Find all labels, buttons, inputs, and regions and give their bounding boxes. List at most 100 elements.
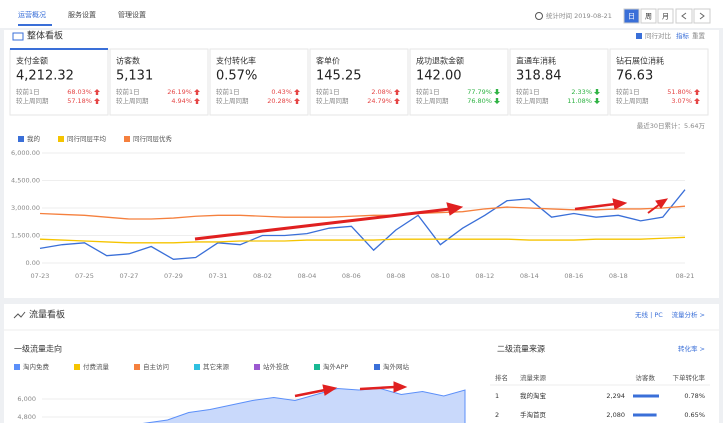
legend-label: 同行同层优秀: [133, 134, 173, 143]
trend-arrow: [294, 98, 300, 104]
compare-change: 24.79%: [367, 97, 392, 105]
y-tick-label: 3,000.00: [11, 204, 40, 212]
metric-card[interactable]: [209, 48, 309, 116]
traffic-title: 流量看板: [29, 309, 65, 321]
compare-label: 较上周同期: [116, 96, 149, 105]
period-button[interactable]: [623, 8, 640, 24]
pager-icon: [699, 12, 705, 20]
sources-link[interactable]: 转化率 >: [678, 344, 705, 353]
nav-tab[interactable]: 管理设置: [118, 10, 146, 19]
arrow: [294, 388, 326, 398]
rank: 2: [495, 411, 499, 419]
device-switch[interactable]: 无线 | PC: [635, 310, 663, 319]
arrow: [647, 203, 661, 214]
x-tick-label: 07-31: [208, 272, 227, 280]
table-header: 下单转化率: [673, 373, 706, 382]
checkbox[interactable]: [636, 33, 642, 39]
period-button[interactable]: [640, 8, 657, 24]
visitor-bar: [633, 394, 659, 398]
compare-label: 较上周同期: [616, 96, 649, 105]
metric-value: 0.57%: [216, 69, 257, 84]
compare-change: 26.19%: [167, 88, 192, 96]
compare-change: 4.94%: [171, 97, 192, 105]
series-line: [39, 236, 686, 244]
nav-tab[interactable]: 服务设置: [68, 10, 96, 19]
compare-change: 2.33%: [571, 88, 592, 96]
period-label[interactable]: 日: [628, 13, 635, 21]
compare-change: 0.43%: [271, 88, 292, 96]
clock-icon: [535, 12, 543, 20]
pager-button[interactable]: [675, 8, 693, 24]
metric-name: 支付转化率: [216, 56, 256, 66]
legend-swatch: [254, 364, 260, 370]
table-header: 访客数: [636, 373, 656, 382]
metric-name: 成功退款金额: [416, 56, 464, 66]
source-name: 手淘首页: [520, 410, 547, 419]
arrow-head: [612, 198, 628, 210]
legend-label: 淘外APP: [323, 362, 348, 371]
metric-name: 直通车消耗: [516, 56, 556, 66]
compare-label: 较前1日: [216, 87, 240, 96]
y-tick-label: 1,500.00: [11, 232, 40, 240]
table-header: 流量来源: [520, 373, 547, 382]
metric-card[interactable]: [609, 48, 709, 116]
period-button[interactable]: [657, 8, 674, 24]
metric-card[interactable]: [9, 48, 109, 116]
x-tick-label: 08-02: [253, 272, 272, 280]
x-tick-label: 07-29: [164, 272, 183, 280]
period-label[interactable]: 周: [645, 13, 652, 21]
trend-arrow: [594, 89, 600, 95]
trend-arrow: [194, 98, 200, 104]
compare-toggle[interactable]: 同行对比: [645, 31, 672, 40]
compare-label: 较前1日: [316, 87, 340, 96]
traffic-icon: [13, 311, 26, 319]
compare-change: 11.08%: [567, 97, 592, 105]
period-label[interactable]: 月: [662, 13, 669, 21]
compare-label: 较前1日: [416, 87, 440, 96]
legend-label: 站外投放: [263, 362, 290, 371]
pager-button[interactable]: [693, 8, 711, 24]
y-tick-label: 6,000.00: [11, 149, 40, 157]
legend-label: 自主访问: [143, 362, 169, 371]
trend-arrow: [494, 98, 500, 104]
indicator-link[interactable]: 指标: [676, 31, 690, 40]
legend-swatch: [194, 364, 200, 370]
trend-arrow: [694, 89, 700, 95]
compare-change: 51.80%: [667, 88, 692, 96]
metric-card[interactable]: [509, 48, 609, 116]
legend-swatch: [314, 364, 320, 370]
rank: 1: [495, 392, 499, 400]
nav-tab[interactable]: 运营概况: [18, 10, 46, 19]
metric-value: 318.84: [516, 69, 562, 84]
pager-icon: [681, 12, 687, 20]
x-tick-label: 07-25: [75, 272, 94, 280]
sources-title: 二级流量来源: [497, 344, 545, 354]
metric-card[interactable]: [309, 48, 409, 116]
legend-swatch: [58, 136, 64, 142]
metric-name: 客单价: [316, 56, 340, 66]
legend-swatch: [14, 364, 20, 370]
analysis-link[interactable]: 流量分析 >: [671, 310, 705, 319]
trend-arrow: [594, 98, 600, 104]
legend-label: 其它来源: [203, 362, 230, 371]
trend-arrow: [94, 98, 100, 104]
metric-value: 142.00: [416, 69, 462, 84]
compare-label: 较上周同期: [216, 96, 249, 105]
x-tick-label: 08-10: [431, 272, 450, 280]
trend-arrow: [494, 89, 500, 95]
compare-label: 较前1日: [516, 87, 540, 96]
compare-change: 20.28%: [267, 97, 292, 105]
overview-title: 整体看板: [27, 30, 63, 42]
trend-arrow: [394, 89, 400, 95]
x-tick-label: 08-12: [475, 272, 494, 280]
flow-title: 一级流量走向: [14, 344, 62, 354]
legend-swatch: [18, 136, 24, 142]
metric-card[interactable]: [109, 48, 209, 116]
reset-link[interactable]: 重置: [692, 32, 706, 40]
compare-change: 76.80%: [467, 97, 492, 105]
metric-value: 5,131: [116, 69, 153, 84]
arrow-head: [655, 198, 669, 209]
trend-arrow: [394, 98, 400, 104]
total-text: 最近30日累计：5.64万: [637, 121, 706, 130]
metric-card[interactable]: [409, 48, 509, 116]
